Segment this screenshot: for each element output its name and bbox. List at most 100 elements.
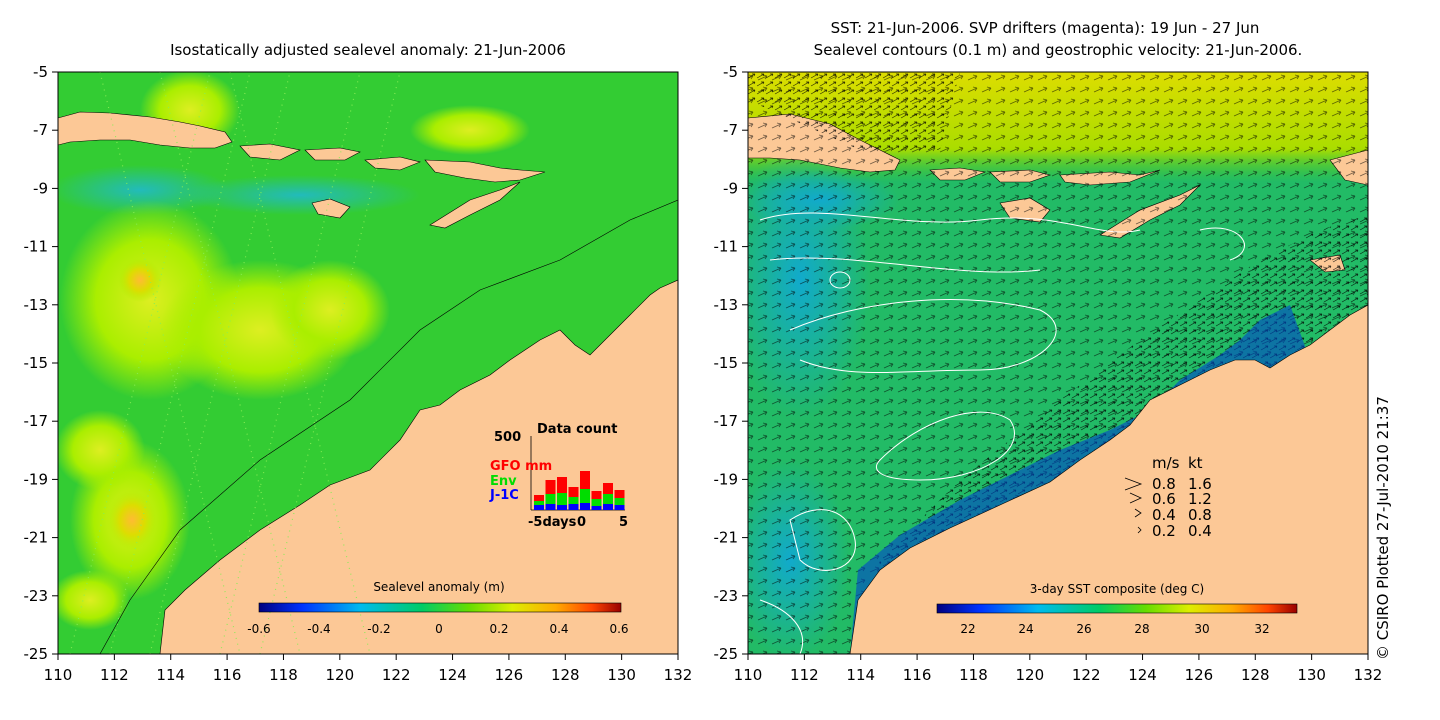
left-colorbar-tick: 0.6 [609,622,628,636]
x-tick-label: 116 [903,666,932,684]
velocity-legend-header-kt: kt [1188,454,1203,472]
velocity-legend-arrow [1129,492,1142,504]
y-tick-label: -21 [714,529,739,547]
left-x-axis: 110 112 114 116 118 120 122 124 126 128 130 132 [44,654,693,684]
y-tick-label: -9 [33,179,48,197]
x-tick-label: 130 [1297,666,1326,684]
x-tick-label: 128 [1241,666,1270,684]
right-map [748,72,1368,654]
right-y-axis: -5 -7 -9 -11 -13 -15 -17 -19 -21 -23 -25 [714,63,748,663]
legend-gfo: GFO mm [490,459,552,474]
y-tick-label: -25 [714,645,739,663]
data-count-bar-segment [545,504,556,510]
x-tick-label: 124 [1128,666,1157,684]
left-sumba-island [311,198,351,219]
y-tick-label: -23 [24,587,49,605]
velocity-legend-kt: 1.2 [1188,490,1212,508]
right-colorbar-tick: 28 [1134,622,1149,636]
left-colorbar: Sealevel anomaly (m) -0.6 -0.4 -0.2 0 0.… [247,580,628,636]
data-count-bar-segment [534,495,544,501]
y-tick-label: -11 [24,238,49,256]
x-tick-label: 114 [846,666,875,684]
right-colorbar-tick: 26 [1076,622,1091,636]
right-x-axis: 110 112 114 116 118 120 122 124 126 128 130 132 [734,654,1383,684]
left-panel-title: Isostatically adjusted sealevel anomaly:… [170,41,566,59]
right-colorbar-tick: 32 [1254,622,1269,636]
data-count-bar-segment [580,489,590,503]
right-panel-title-line2: Sealevel contours (0.1 m) and geostrophi… [814,41,1303,59]
data-count-bar-segment [603,504,613,510]
y-tick-label: -13 [714,296,739,314]
y-tick-label: -25 [24,645,49,663]
data-count-bar-segment [534,501,544,505]
x-tick-label: 118 [269,666,298,684]
left-colorbar-tick: 0.2 [489,622,508,636]
velocity-legend-header-ms: m/s [1152,454,1180,472]
left-colorbar-tick: -0.4 [307,622,330,636]
data-count-bar-segment [568,497,579,504]
left-colorbar-tick: 0 [435,622,443,636]
x-tick-label: 112 [100,666,129,684]
data-count-bar-segment [557,493,567,505]
y-tick-label: -23 [714,587,739,605]
x-tick-label: 112 [790,666,819,684]
left-high-anomaly-south [107,490,157,550]
left-timor-island [429,181,521,229]
y-tick-label: -19 [714,470,739,488]
velocity-legend-kt: 0.8 [1188,506,1212,524]
y-tick-label: -13 [24,296,49,314]
data-count-xlabel: 5 [619,515,628,530]
x-tick-label: 110 [44,666,73,684]
data-count-bar-segment [545,480,556,494]
data-count-bar-segment [603,494,613,504]
left-australia-land [159,279,678,654]
x-tick-label: 110 [734,666,763,684]
x-tick-label: 126 [1185,666,1214,684]
left-colorbar-tick: -0.2 [367,622,390,636]
x-tick-label: 120 [1015,666,1044,684]
y-tick-label: -11 [714,238,739,256]
x-tick-label: 128 [551,666,580,684]
x-tick-label: 122 [1072,666,1101,684]
legend-env: Env [490,474,517,489]
left-map [58,72,678,654]
x-tick-label: 132 [1354,666,1383,684]
legend-j1c: J-1C [489,488,519,503]
x-tick-label: 126 [495,666,524,684]
velocity-legend: m/s kt 0.8 1.6 0.6 1.2 0.4 0.8 0.2 0.4 [1124,454,1212,540]
x-tick-label: 132 [664,666,693,684]
velocity-legend-kt: 1.6 [1188,475,1212,493]
data-count-bar-segment [568,487,579,497]
left-colorbar-tick: -0.6 [247,622,270,636]
x-tick-label: 122 [382,666,411,684]
data-count-inset: Data count 500 GFO mm Env J-1C -5days 0 … [489,422,628,530]
x-tick-label: 124 [438,666,467,684]
data-count-bar-segment [591,499,602,506]
right-colorbar-tick: 22 [960,622,975,636]
y-tick-label: -7 [723,121,738,139]
data-count-bar-segment [557,505,567,510]
data-count-bar-segment [591,506,602,510]
right-australia-land [849,304,1368,654]
x-tick-label: 120 [325,666,354,684]
y-tick-label: -21 [24,529,49,547]
velocity-legend-arrow [1124,477,1143,491]
data-count-bar-segment [568,504,579,510]
y-tick-label: -15 [24,354,49,372]
data-count-title: Data count [537,422,617,437]
data-count-bar-segment [580,471,590,489]
velocity-legend-ms: 0.8 [1152,475,1176,493]
data-count-bars [534,471,625,510]
y-tick-label: -19 [24,470,49,488]
left-flores-island [424,159,546,183]
x-tick-label: 130 [607,666,636,684]
y-tick-label: -7 [33,121,48,139]
y-tick-label: -5 [723,63,738,81]
velocity-legend-kt: 0.4 [1188,522,1212,540]
data-count-xlabel: -5days [528,515,577,530]
data-count-xlabel: 0 [577,515,586,530]
right-colorbar-tick: 24 [1018,622,1033,636]
y-tick-label: -9 [723,179,738,197]
y-tick-label: -5 [33,63,48,81]
